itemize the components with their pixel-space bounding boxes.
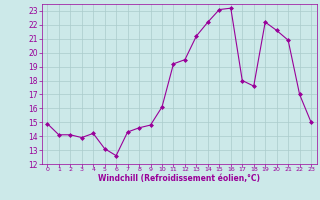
- X-axis label: Windchill (Refroidissement éolien,°C): Windchill (Refroidissement éolien,°C): [98, 174, 260, 183]
